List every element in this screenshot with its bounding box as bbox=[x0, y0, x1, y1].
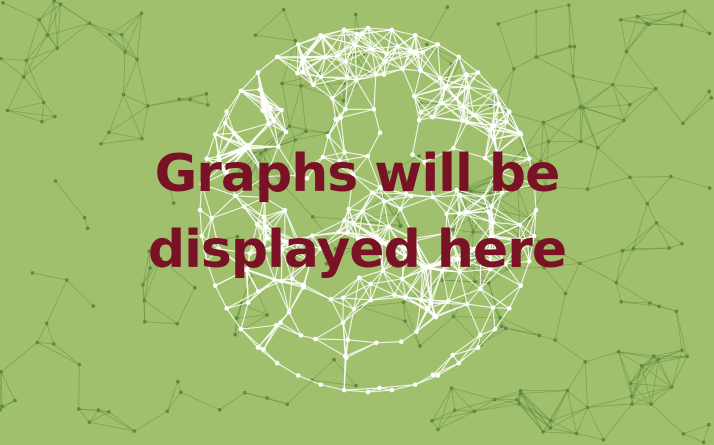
placeholder-message: Graphs will be displayed here bbox=[0, 136, 714, 288]
placeholder-line-2: displayed here bbox=[147, 220, 567, 280]
placeholder-line-1: Graphs will be bbox=[154, 144, 561, 204]
wireframe-globe-icon bbox=[197, 25, 539, 395]
